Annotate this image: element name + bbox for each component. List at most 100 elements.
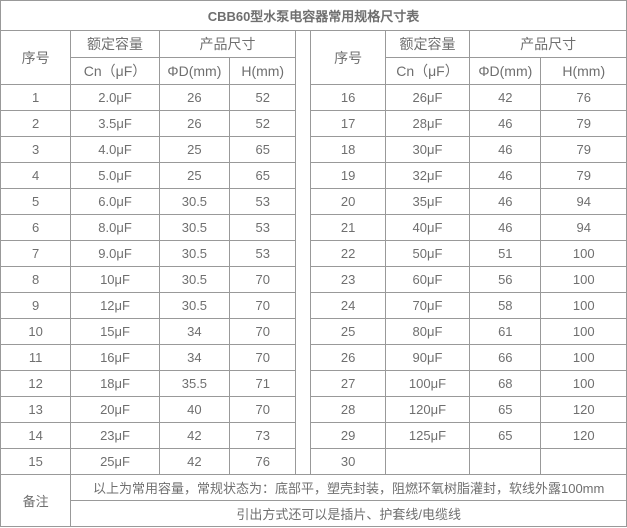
right-serial-cell: 26: [310, 344, 386, 371]
right-height-cell: [540, 448, 627, 475]
right-height-cell: 100: [540, 370, 627, 397]
left-serial-cell: 9: [0, 292, 72, 319]
right-capacity-cell: 26μF: [384, 84, 471, 111]
left-height-cell: 53: [229, 214, 297, 241]
table-row: 13 20μF 40 70 28 120μF 65 120: [0, 396, 627, 423]
left-capacity-cell: 25μF: [70, 448, 160, 475]
left-capacity-cell: 6.0μF: [70, 188, 160, 215]
left-serial-cell: 14: [0, 422, 72, 449]
right-serial-cell: 24: [310, 292, 386, 319]
right-capacity-cell: 70μF: [384, 292, 471, 319]
right-height-cell: 100: [540, 318, 627, 345]
right-capacity-cell: 120μF: [384, 396, 471, 423]
right-serial-cell: 27: [310, 370, 386, 397]
left-diameter-cell: 35.5: [158, 370, 231, 397]
left-capacity-cell: 16μF: [70, 344, 160, 371]
table-row: 4 5.0μF 25 65 19 32μF 46 79: [0, 162, 627, 189]
left-diameter-cell: 30.5: [158, 266, 231, 293]
right-serial-cell: 17: [310, 110, 386, 137]
left-capacity-group-header: 额定容量: [70, 30, 160, 58]
right-capacity-cell: 30μF: [384, 136, 471, 163]
left-diameter-cell: 30.5: [158, 292, 231, 319]
right-height-cell: 120: [540, 396, 627, 423]
right-diameter-cell: 65: [469, 422, 542, 449]
remarks-line-1: 以上为常用容量，常规状态为：底部平，塑壳封装，阻燃环氧树脂灌封，软线外露100m…: [70, 474, 627, 501]
left-diameter-cell: 25: [158, 162, 231, 189]
left-capacity-cell: 8.0μF: [70, 214, 160, 241]
right-capacity-cell: 35μF: [384, 188, 471, 215]
left-height-cell: 53: [229, 188, 297, 215]
left-serial-cell: 12: [0, 370, 72, 397]
left-diameter-cell: 25: [158, 136, 231, 163]
right-serial-cell: 18: [310, 136, 386, 163]
title-row: CBB60型水泵电容器常用规格尺寸表: [0, 0, 627, 31]
left-serial-cell: 8: [0, 266, 72, 293]
left-height-cell: 65: [229, 136, 297, 163]
right-height-cell: 100: [540, 344, 627, 371]
left-capacity-unit-header: Cn（μF）: [70, 57, 160, 85]
left-diameter-cell: 34: [158, 344, 231, 371]
left-serial-cell: 11: [0, 344, 72, 371]
left-diameter-cell: 42: [158, 422, 231, 449]
remarks-line-2: 引出方式还可以是插片、护套线/电缆线: [70, 500, 627, 527]
left-height-cell: 70: [229, 292, 297, 319]
right-height-cell: 94: [540, 188, 627, 215]
left-capacity-cell: 9.0μF: [70, 240, 160, 267]
remark-row-2: 引出方式还可以是插片、护套线/电缆线: [1, 500, 627, 527]
right-capacity-cell: 28μF: [384, 110, 471, 137]
right-height-cell: 79: [540, 136, 627, 163]
right-capacity-cell: 125μF: [384, 422, 471, 449]
right-height-cell: 79: [540, 110, 627, 137]
right-serial-cell: 30: [310, 448, 386, 475]
left-diameter-cell: 26: [158, 84, 231, 111]
right-serial-cell: 28: [310, 396, 386, 423]
left-height-cell: 73: [229, 422, 297, 449]
left-height-cell: 65: [229, 162, 297, 189]
page-title: CBB60型水泵电容器常用规格尺寸表: [0, 0, 627, 31]
left-serial-cell: 1: [0, 84, 72, 111]
left-serial-cell: 7: [0, 240, 72, 267]
left-height-cell: 52: [229, 84, 297, 111]
right-height-cell: 76: [540, 84, 627, 111]
table-row: 10 15μF 34 70 25 80μF 61 100: [0, 318, 627, 345]
left-diameter-cell: 42: [158, 448, 231, 475]
right-diameter-cell: 51: [469, 240, 542, 267]
left-capacity-cell: 5.0μF: [70, 162, 160, 189]
left-capacity-cell: 3.5μF: [70, 110, 160, 137]
table-row: 11 16μF 34 70 26 90μF 66 100: [0, 344, 627, 371]
left-diameter-cell: 30.5: [158, 188, 231, 215]
right-diameter-cell: 46: [469, 188, 542, 215]
right-diameter-unit-header: ΦD(mm): [469, 57, 542, 85]
right-serial-cell: 19: [310, 162, 386, 189]
left-serial-cell: 3: [0, 136, 72, 163]
left-diameter-cell: 40: [158, 396, 231, 423]
right-serial-cell: 20: [310, 188, 386, 215]
right-diameter-cell: 66: [469, 344, 542, 371]
left-capacity-cell: 23μF: [70, 422, 160, 449]
right-height-cell: 79: [540, 162, 627, 189]
left-capacity-cell: 12μF: [70, 292, 160, 319]
table-row: 9 12μF 30.5 70 24 70μF 58 100: [0, 292, 627, 319]
left-capacity-cell: 10μF: [70, 266, 160, 293]
right-capacity-cell: 90μF: [384, 344, 471, 371]
right-diameter-cell: 46: [469, 110, 542, 137]
left-size-group-header: 产品尺寸: [158, 30, 297, 58]
table-row: 5 6.0μF 30.5 53 20 35μF 46 94: [0, 188, 627, 215]
left-serial-cell: 6: [0, 214, 72, 241]
right-diameter-cell: 61: [469, 318, 542, 345]
right-diameter-cell: 56: [469, 266, 542, 293]
right-serial-cell: 21: [310, 214, 386, 241]
right-capacity-cell: [384, 448, 471, 475]
right-capacity-cell: 80μF: [384, 318, 471, 345]
left-height-cell: 76: [229, 448, 297, 475]
left-height-cell: 71: [229, 370, 297, 397]
right-diameter-cell: [469, 448, 542, 475]
right-diameter-cell: 58: [469, 292, 542, 319]
right-height-cell: 100: [540, 292, 627, 319]
right-serial-cell: 16: [310, 84, 386, 111]
left-serial-cell: 5: [0, 188, 72, 215]
right-serial-header: 序号: [310, 30, 386, 85]
left-diameter-cell: 30.5: [158, 214, 231, 241]
